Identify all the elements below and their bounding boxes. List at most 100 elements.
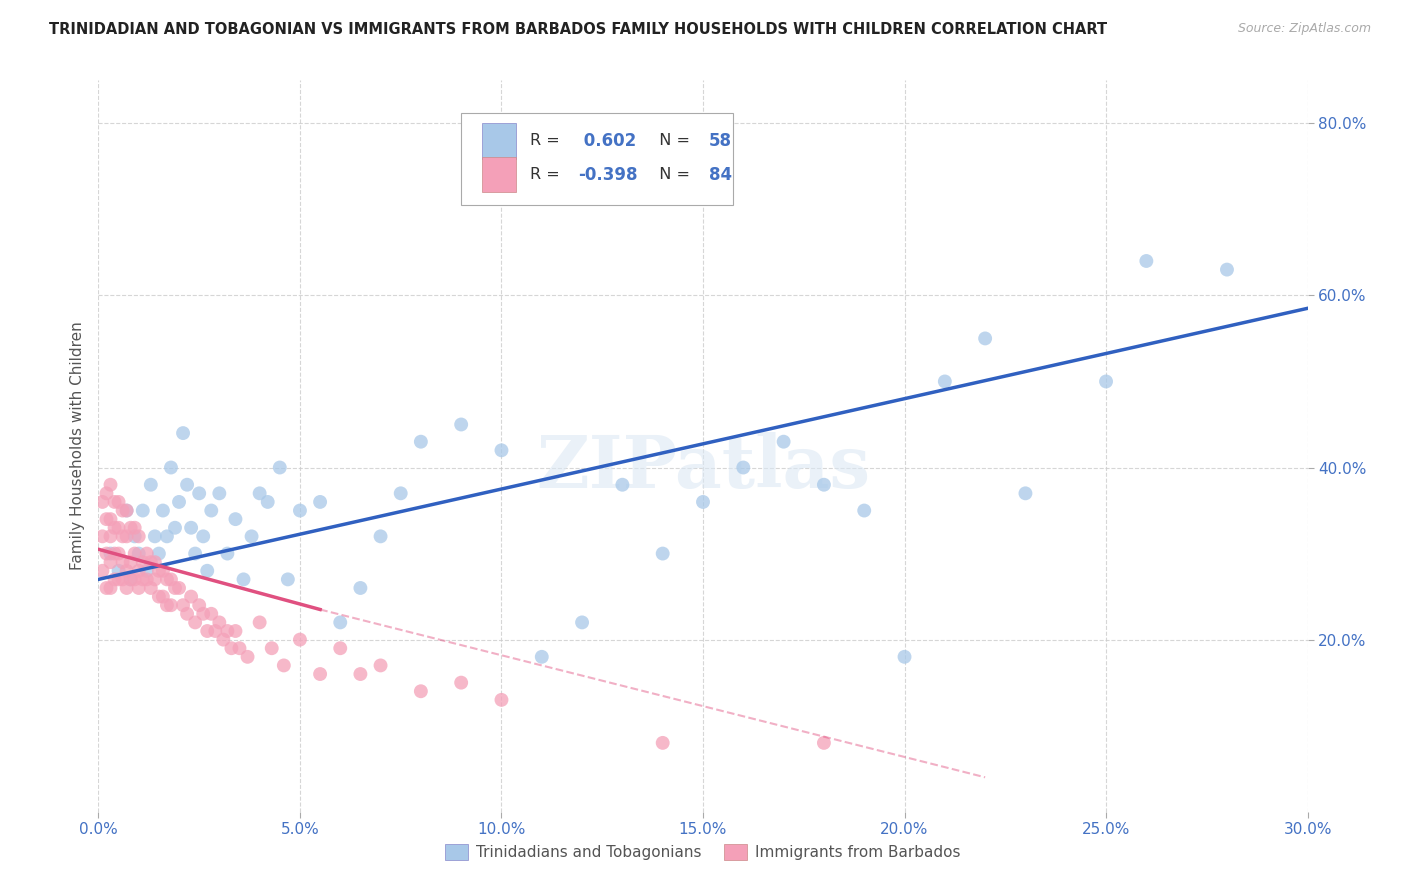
Text: -0.398: -0.398 xyxy=(578,166,638,184)
Point xyxy=(176,477,198,491)
Point xyxy=(107,547,129,561)
Point xyxy=(249,486,271,500)
Point xyxy=(111,503,134,517)
Point xyxy=(115,503,138,517)
Point xyxy=(195,564,218,578)
Point xyxy=(139,581,162,595)
Point xyxy=(772,434,794,449)
Point xyxy=(409,684,432,698)
Point xyxy=(232,573,254,587)
Point xyxy=(530,649,553,664)
Point xyxy=(240,529,263,543)
FancyBboxPatch shape xyxy=(482,157,516,192)
Point xyxy=(120,555,142,569)
Point xyxy=(733,460,755,475)
Point xyxy=(853,503,876,517)
Point xyxy=(188,486,211,500)
FancyBboxPatch shape xyxy=(461,113,734,204)
Point xyxy=(120,573,142,587)
Point xyxy=(813,477,835,491)
Point xyxy=(135,564,157,578)
Point xyxy=(128,581,150,595)
Point xyxy=(893,649,915,664)
Text: R =: R = xyxy=(530,134,565,148)
Point xyxy=(204,624,226,638)
Point xyxy=(120,521,142,535)
Point xyxy=(148,590,170,604)
Point xyxy=(100,529,122,543)
Point xyxy=(148,564,170,578)
Point xyxy=(152,503,174,517)
Y-axis label: Family Households with Children: Family Households with Children xyxy=(69,322,84,570)
Point xyxy=(96,486,118,500)
Point xyxy=(103,495,125,509)
Point xyxy=(692,495,714,509)
Point xyxy=(450,417,472,432)
Point xyxy=(128,529,150,543)
Point xyxy=(107,495,129,509)
Point xyxy=(491,443,513,458)
Point xyxy=(193,607,215,621)
Point xyxy=(217,547,239,561)
Point xyxy=(152,564,174,578)
Point xyxy=(200,503,222,517)
Point xyxy=(217,624,239,638)
Point xyxy=(370,658,392,673)
Point xyxy=(1095,375,1118,389)
Text: R =: R = xyxy=(530,167,565,182)
Point xyxy=(370,529,392,543)
Point xyxy=(128,547,150,561)
Text: ZIPatlas: ZIPatlas xyxy=(536,433,870,503)
Point xyxy=(132,503,155,517)
Point xyxy=(571,615,593,630)
Point xyxy=(124,547,146,561)
Point xyxy=(124,573,146,587)
Point xyxy=(277,573,299,587)
Point xyxy=(208,615,231,630)
Point xyxy=(124,529,146,543)
Text: TRINIDADIAN AND TOBAGONIAN VS IMMIGRANTS FROM BARBADOS FAMILY HOUSEHOLDS WITH CH: TRINIDADIAN AND TOBAGONIAN VS IMMIGRANTS… xyxy=(49,22,1108,37)
FancyBboxPatch shape xyxy=(482,123,516,159)
Point xyxy=(329,641,352,656)
Point xyxy=(111,555,134,569)
Text: 84: 84 xyxy=(709,166,733,184)
Point xyxy=(96,581,118,595)
Point xyxy=(184,615,207,630)
Text: N =: N = xyxy=(648,167,695,182)
Point xyxy=(612,477,634,491)
Point xyxy=(309,667,332,681)
Point xyxy=(96,512,118,526)
Point xyxy=(152,590,174,604)
Point xyxy=(193,529,215,543)
Point xyxy=(120,573,142,587)
Point xyxy=(143,555,166,569)
Point xyxy=(139,555,162,569)
Point xyxy=(100,477,122,491)
Point xyxy=(224,624,246,638)
Point xyxy=(139,477,162,491)
Point xyxy=(115,529,138,543)
Point xyxy=(934,375,956,389)
Point xyxy=(256,495,278,509)
Point xyxy=(132,555,155,569)
Point xyxy=(269,460,291,475)
Point xyxy=(1216,262,1239,277)
Point xyxy=(156,573,179,587)
Point xyxy=(91,564,114,578)
Point xyxy=(176,607,198,621)
Point xyxy=(132,573,155,587)
Point xyxy=(143,529,166,543)
Point xyxy=(160,598,183,612)
Point xyxy=(111,573,134,587)
Point xyxy=(107,521,129,535)
Point xyxy=(212,632,235,647)
Point xyxy=(115,564,138,578)
Point xyxy=(103,547,125,561)
Point xyxy=(309,495,332,509)
Point xyxy=(195,624,218,638)
Point xyxy=(221,641,243,656)
Point xyxy=(208,486,231,500)
Point xyxy=(349,581,371,595)
Point xyxy=(273,658,295,673)
Point xyxy=(491,693,513,707)
